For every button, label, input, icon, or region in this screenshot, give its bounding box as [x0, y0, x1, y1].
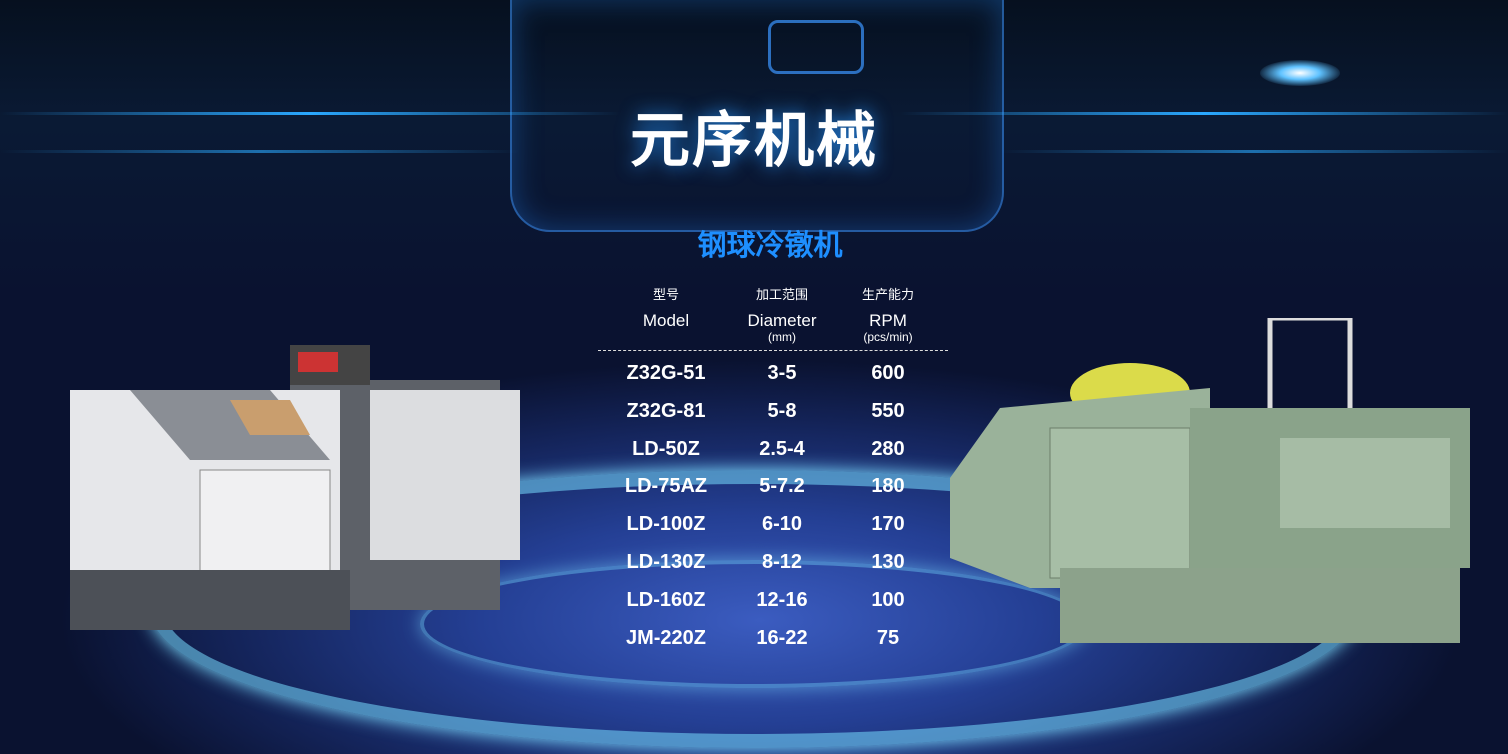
header-en: Model: [642, 311, 690, 330]
rpm-cell: 550: [871, 399, 905, 422]
header-cn: 加工范围: [755, 287, 808, 302]
table-row: Z32G-81 5-8 550: [598, 400, 948, 438]
glow-line: [900, 112, 1508, 115]
table-row: LD-160Z 12-16 100: [598, 589, 948, 627]
header-en: Diameter: [747, 311, 817, 330]
diameter-cell: 16-22: [756, 626, 808, 649]
model-cell: LD-130Z: [626, 551, 706, 573]
model-cell: JM-220Z: [625, 626, 707, 649]
diameter-cell: 6-10: [761, 513, 803, 536]
glow-line: [0, 112, 620, 115]
rpm-cell: 100: [871, 588, 905, 611]
header-model: 型号 Model: [616, 284, 716, 331]
header-unit: (pcs/min): [863, 330, 913, 344]
rpm-cell: 180: [871, 475, 905, 498]
rpm-cell: 130: [871, 551, 905, 573]
diameter-cell: 3-5: [767, 362, 797, 384]
table-row: LD-130Z 8-12 130: [598, 551, 948, 589]
page-title: 元序机械: [630, 107, 878, 174]
header-diameter: 加工范围 Diameter (mm): [732, 284, 832, 343]
rpm-cell: 600: [871, 362, 905, 384]
diameter-cell: 8-12: [761, 551, 803, 573]
diameter-cell: 5-7.2: [759, 475, 805, 498]
light-flare: [1260, 60, 1340, 86]
table-row: Z32G-51 3-5 600: [598, 362, 948, 400]
diameter-cell: 12-16: [756, 588, 808, 611]
model-cell: LD-75AZ: [624, 475, 708, 498]
table-row: LD-75AZ 5-7.2 180: [598, 475, 948, 513]
table-row: JM-220Z 16-22 75: [598, 627, 948, 665]
diameter-cell: 2.5-4: [759, 437, 805, 460]
glow-line: [1000, 150, 1508, 153]
model-cell: Z32G-81: [626, 399, 706, 422]
machine-outline-window: [768, 20, 864, 74]
diameter-cell: 5-8: [767, 399, 797, 422]
table-row: LD-100Z 6-10 170: [598, 513, 948, 551]
machine-image-right: [950, 318, 1470, 643]
model-cell: LD-100Z: [626, 513, 706, 536]
header-en: RPM: [869, 311, 907, 330]
header-unit: (mm): [768, 330, 796, 344]
model-cell: LD-50Z: [632, 437, 700, 460]
table-row: LD-50Z 2.5-4 280: [598, 438, 948, 476]
category-title: 钢球冷镦机: [697, 230, 843, 262]
glow-line: [0, 150, 520, 153]
rpm-cell: 280: [871, 437, 905, 460]
divider: [598, 350, 948, 351]
model-cell: Z32G-51: [626, 362, 706, 384]
model-cell: LD-160Z: [626, 588, 706, 611]
rpm-cell: 75: [876, 626, 900, 649]
machine-outline-graphic: [510, 0, 1004, 232]
machine-image-left: [70, 345, 520, 630]
header-cn: 生产能力: [861, 287, 914, 302]
rpm-cell: 170: [871, 513, 905, 536]
header-rpm: 生产能力 RPM (pcs/min): [838, 284, 938, 343]
header-cn: 型号: [652, 287, 679, 302]
